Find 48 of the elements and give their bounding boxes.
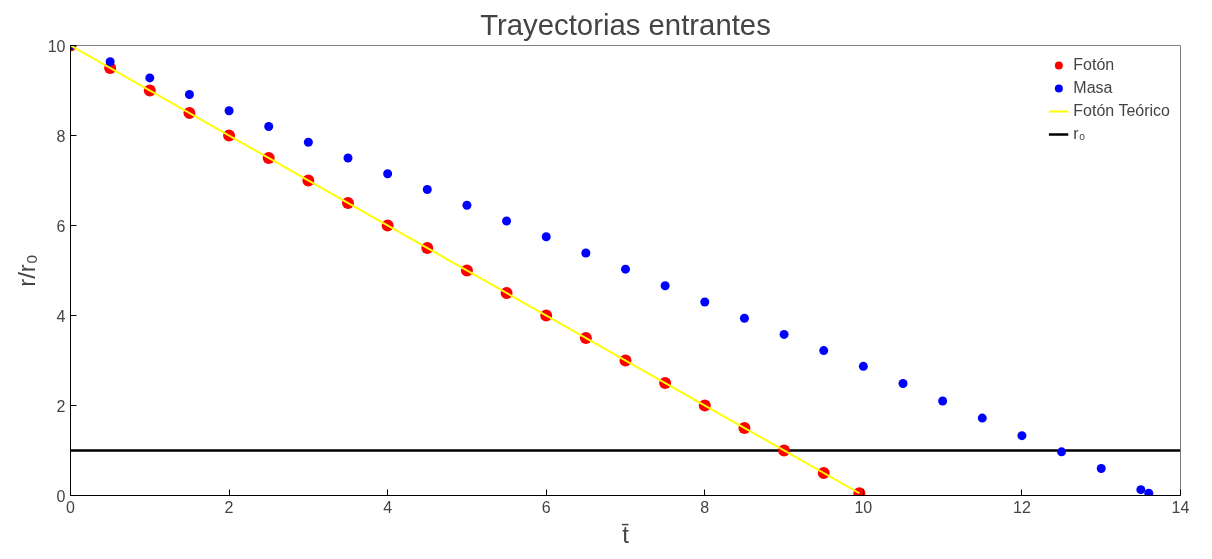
legend-label: Masa — [1073, 79, 1113, 97]
x-tick-label: 4 — [383, 498, 393, 516]
x-tick-label: 2 — [224, 498, 234, 516]
point — [858, 361, 868, 371]
point — [541, 232, 551, 242]
point — [303, 137, 313, 147]
legend-label: Fotón Teórico — [1073, 102, 1170, 120]
point — [224, 106, 234, 116]
y-axis-title: r/r₀ — [12, 254, 40, 287]
point — [105, 57, 115, 67]
chart-title: Trayectorias entrantes — [480, 7, 771, 41]
point — [700, 297, 710, 307]
point — [1017, 431, 1027, 441]
point — [819, 346, 829, 356]
point — [383, 169, 393, 179]
point — [898, 378, 908, 388]
point — [1096, 464, 1106, 473]
point — [938, 396, 948, 406]
x-tick-label: 6 — [541, 498, 551, 516]
point — [581, 248, 591, 258]
x-tick-label: 10 — [854, 498, 873, 516]
x-tick-label: 12 — [1013, 498, 1031, 516]
legend-label: r₀ — [1073, 125, 1087, 143]
x-tick-label: 14 — [1171, 498, 1190, 516]
y-tick-label: 10 — [47, 37, 66, 55]
point — [145, 73, 155, 83]
point — [621, 264, 630, 274]
point — [462, 200, 472, 210]
y-tick-label: 4 — [56, 307, 66, 325]
point — [977, 413, 987, 423]
point — [1136, 485, 1146, 495]
point — [779, 329, 789, 339]
y-tick-label: 6 — [56, 217, 66, 235]
point — [660, 281, 670, 291]
y-tick-label: 0 — [56, 487, 66, 505]
point — [502, 216, 512, 226]
point — [184, 90, 194, 100]
point — [264, 122, 274, 131]
point — [343, 153, 353, 163]
point — [422, 185, 432, 194]
y-tick-label: 8 — [56, 127, 66, 145]
point — [739, 313, 749, 323]
x-axis-title: t̄ — [621, 520, 630, 548]
point — [1144, 488, 1154, 496]
y-tick-label: 2 — [56, 397, 66, 415]
x-tick-label: 8 — [700, 498, 710, 516]
legend-label: Fotón — [1073, 56, 1115, 74]
point — [1057, 447, 1067, 457]
